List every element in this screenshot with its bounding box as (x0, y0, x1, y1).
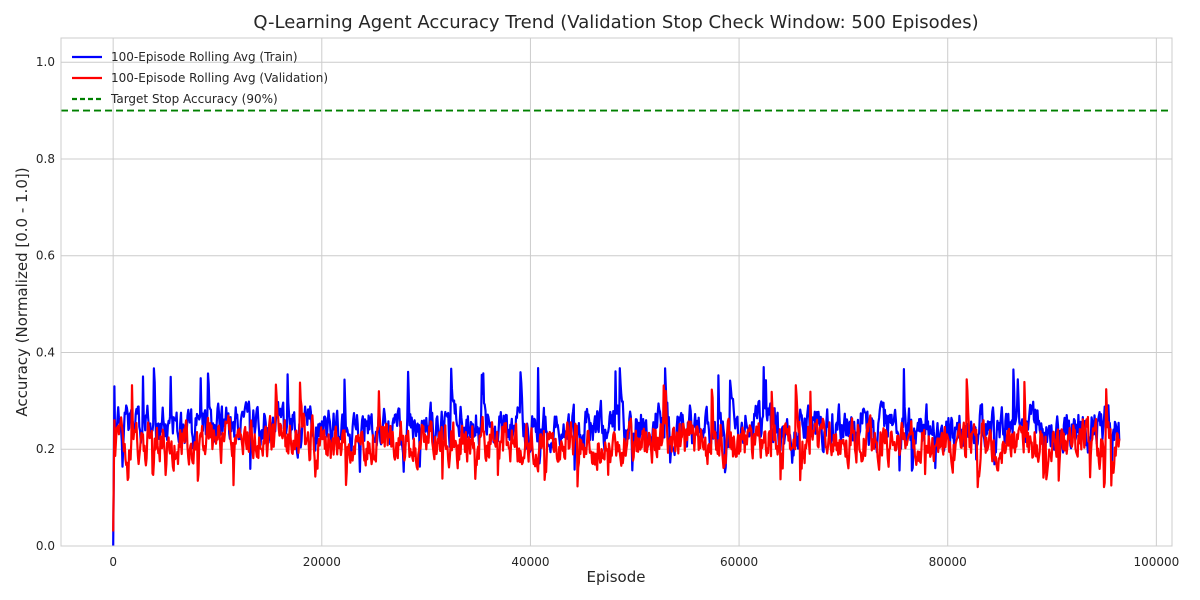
x-tick-label: 20000 (303, 555, 341, 569)
x-axis-label: Episode (587, 568, 646, 586)
chart-title: Q-Learning Agent Accuracy Trend (Validat… (253, 12, 978, 33)
axis-ticks: 0 20000 40000 60000 80000 100000 0.0 0.2 0.4 0.6 0… (36, 55, 1179, 569)
x-tick-label: 60000 (720, 555, 758, 569)
plot-data (61, 109, 1172, 546)
x-tick-label: 80000 (929, 555, 967, 569)
x-tick-label: 40000 (511, 555, 549, 569)
legend-label: 100-Episode Rolling Avg (Validation) (111, 71, 328, 85)
series-line-validation (112, 378, 1121, 532)
y-tick-label: 1.0 (36, 55, 55, 69)
y-tick-label: 0.0 (36, 539, 55, 553)
series-line-train (112, 366, 1121, 546)
legend: 100-Episode Rolling Avg (Train) 100-Episo… (72, 50, 328, 106)
plot-frame (60, 37, 1173, 547)
y-tick-label: 0.2 (36, 442, 55, 456)
x-tick-label: 100000 (1133, 555, 1179, 569)
y-tick-label: 0.6 (36, 249, 55, 263)
y-tick-label: 0.4 (36, 345, 55, 359)
x-tick-label: 0 (109, 555, 117, 569)
legend-item: Target Stop Accuracy (90%) (72, 92, 278, 106)
legend-item: 100-Episode Rolling Avg (Validation) (72, 71, 328, 85)
y-tick-label: 0.8 (36, 152, 55, 166)
legend-label: 100-Episode Rolling Avg (Train) (111, 50, 298, 64)
legend-item: 100-Episode Rolling Avg (Train) (72, 50, 298, 64)
y-axis-label: Accuracy (Normalized [0.0 - 1.0]) (13, 167, 31, 416)
legend-label: Target Stop Accuracy (90%) (110, 92, 278, 106)
